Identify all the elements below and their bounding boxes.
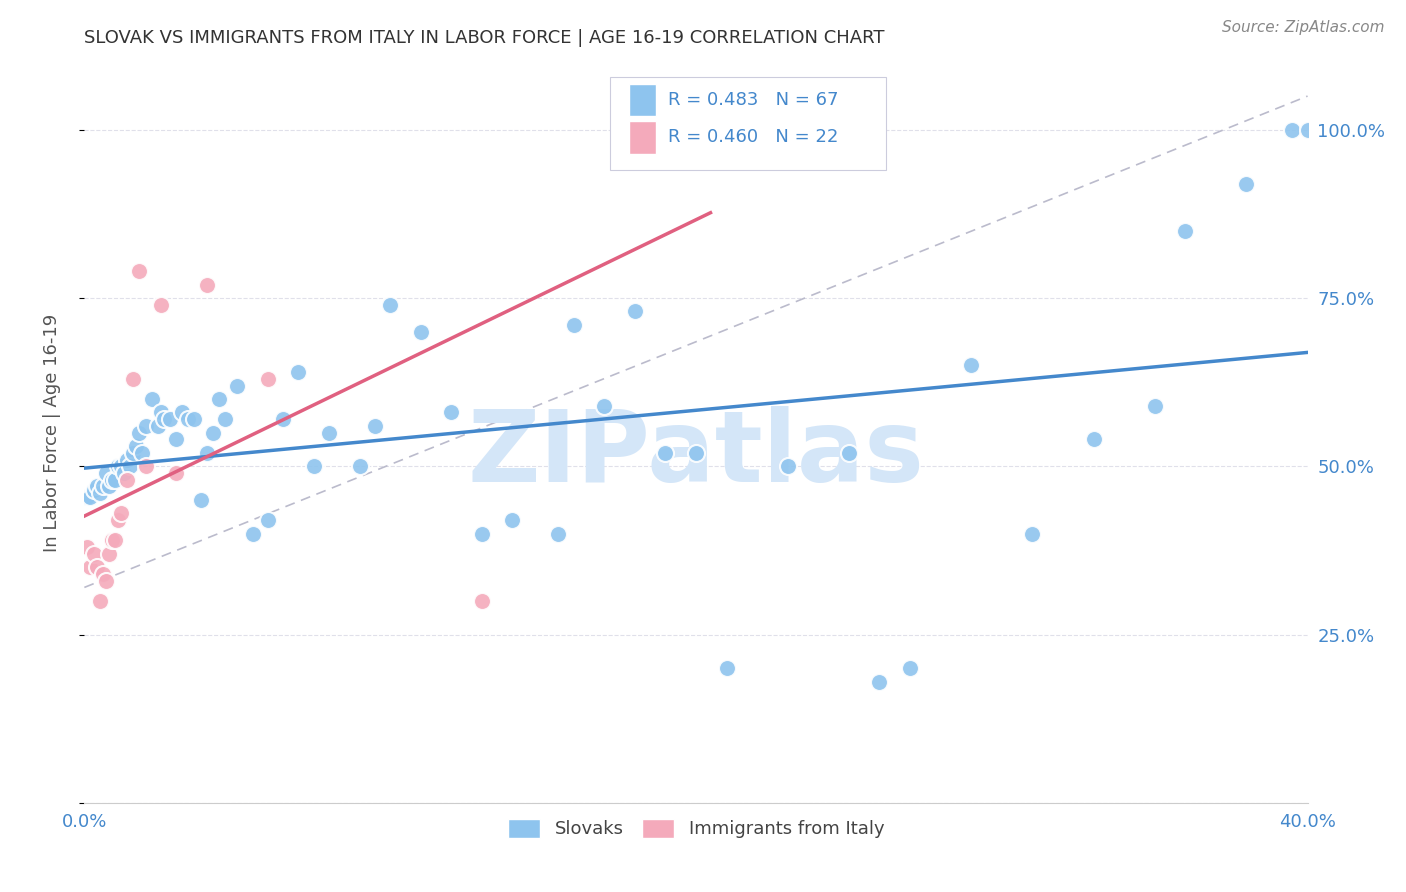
Point [242,526,264,541]
Point [257,513,280,527]
Point [153,412,176,426]
Point [131,446,153,460]
Point [471,594,494,608]
Point [122,372,145,386]
Point [112,466,135,480]
Legend: Slovaks, Immigrants from Italy: Slovaks, Immigrants from Italy [501,812,891,846]
Point [1281,122,1303,136]
Point [79,490,101,504]
Point [776,459,799,474]
Point [122,446,145,460]
Point [149,405,172,419]
Point [190,492,212,507]
Point [349,459,371,474]
Point [107,513,129,527]
Point [364,418,387,433]
Point [302,459,325,474]
Point [149,298,172,312]
Point [1174,224,1197,238]
Point [79,560,101,574]
Point [89,486,111,500]
Point [562,318,585,332]
Point [115,452,138,467]
Point [201,425,224,440]
Point [135,418,157,433]
Text: R = 0.460   N = 22: R = 0.460 N = 22 [668,128,838,146]
Point [214,412,236,426]
Point [172,405,194,419]
Point [654,446,676,460]
Point [91,566,114,581]
Point [110,459,132,474]
Point [685,446,707,460]
Bar [628,84,655,117]
Point [960,359,983,373]
Point [91,479,114,493]
Point [287,365,309,379]
Bar [628,121,655,153]
Point [94,574,117,588]
Point [135,459,157,474]
Point [159,412,181,426]
Point [1083,433,1105,447]
Point [1143,399,1166,413]
Point [86,560,108,574]
Point [1236,177,1258,191]
Point [89,594,111,608]
Point [440,405,463,419]
Point [226,378,249,392]
Point [318,425,340,440]
Text: R = 0.483   N = 67: R = 0.483 N = 67 [668,91,838,109]
Point [195,446,218,460]
Point [125,439,148,453]
Point [257,372,280,386]
FancyBboxPatch shape [610,78,886,169]
Point [128,264,150,278]
Point [165,466,187,480]
Y-axis label: In Labor Force | Age 16-19: In Labor Force | Age 16-19 [42,313,60,552]
Point [97,479,120,493]
Point [502,513,524,527]
Point [471,526,494,541]
Point [101,533,124,548]
Point [146,418,169,433]
Point [624,304,647,318]
Point [898,661,921,675]
Point [593,399,616,413]
Point [1296,122,1319,136]
Point [104,533,127,548]
Point [716,661,738,675]
Point [195,277,218,292]
Point [128,425,150,440]
Point [97,547,120,561]
Point [869,674,891,689]
Point [177,412,200,426]
Point [83,483,105,497]
Point [94,466,117,480]
Point [669,122,692,136]
Point [86,479,108,493]
Point [101,473,124,487]
Point [1021,526,1043,541]
Point [547,526,569,541]
Point [120,459,142,474]
Point [183,412,205,426]
Point [104,473,127,487]
Point [83,547,105,561]
Point [208,392,231,406]
Text: ZIPatlas: ZIPatlas [468,407,924,503]
Text: Source: ZipAtlas.com: Source: ZipAtlas.com [1222,20,1385,35]
Text: SLOVAK VS IMMIGRANTS FROM ITALY IN LABOR FORCE | AGE 16-19 CORRELATION CHART: SLOVAK VS IMMIGRANTS FROM ITALY IN LABOR… [84,29,884,47]
Point [107,459,129,474]
Point [115,473,138,487]
Point [76,490,98,504]
Point [110,507,132,521]
Point [380,298,402,312]
Point [838,446,860,460]
Point [271,412,294,426]
Point [409,325,432,339]
Point [141,392,163,406]
Point [76,540,98,554]
Point [165,433,187,447]
